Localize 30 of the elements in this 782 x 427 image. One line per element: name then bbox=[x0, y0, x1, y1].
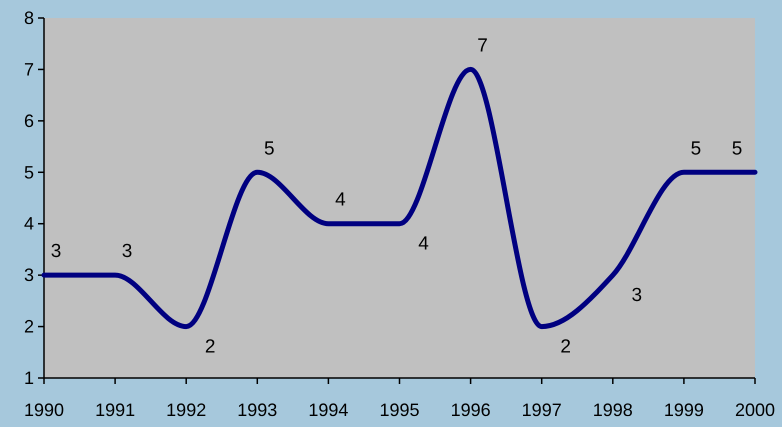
y-tick-label: 6 bbox=[24, 110, 34, 131]
data-label: 3 bbox=[632, 285, 642, 306]
x-tick-label: 1997 bbox=[522, 400, 562, 420]
data-label: 2 bbox=[560, 336, 571, 358]
data-label: 4 bbox=[335, 190, 346, 211]
data-label: 5 bbox=[264, 138, 275, 160]
data-label: 4 bbox=[418, 234, 430, 255]
x-tick-label: 1993 bbox=[237, 400, 278, 420]
data-label: 2 bbox=[204, 336, 216, 358]
x-tick-label: 1999 bbox=[664, 400, 704, 420]
x-tick-label: 1996 bbox=[450, 400, 491, 420]
x-tick-label: 1991 bbox=[95, 400, 136, 420]
data-label: 3 bbox=[50, 241, 62, 262]
data-label: 5 bbox=[690, 138, 702, 160]
data-label: 7 bbox=[477, 35, 488, 56]
y-tick-label: 7 bbox=[24, 59, 34, 80]
x-tick-label: 2000 bbox=[734, 400, 776, 420]
data-label: 5 bbox=[732, 138, 742, 160]
y-tick-label: 1 bbox=[24, 368, 34, 388]
y-tick-label: 3 bbox=[24, 265, 34, 286]
data-label: 3 bbox=[122, 241, 132, 262]
x-tick-label: 1994 bbox=[308, 400, 348, 420]
y-tick-label: 5 bbox=[24, 162, 34, 182]
x-tick-label: 1995 bbox=[379, 400, 420, 420]
y-tick-label: 2 bbox=[24, 316, 34, 337]
x-tick-label: 1992 bbox=[166, 400, 206, 420]
y-tick-label: 4 bbox=[24, 214, 34, 234]
y-tick-label: 8 bbox=[24, 8, 34, 28]
x-tick-label: 1990 bbox=[24, 400, 64, 420]
x-tick-label: 1998 bbox=[592, 400, 633, 420]
